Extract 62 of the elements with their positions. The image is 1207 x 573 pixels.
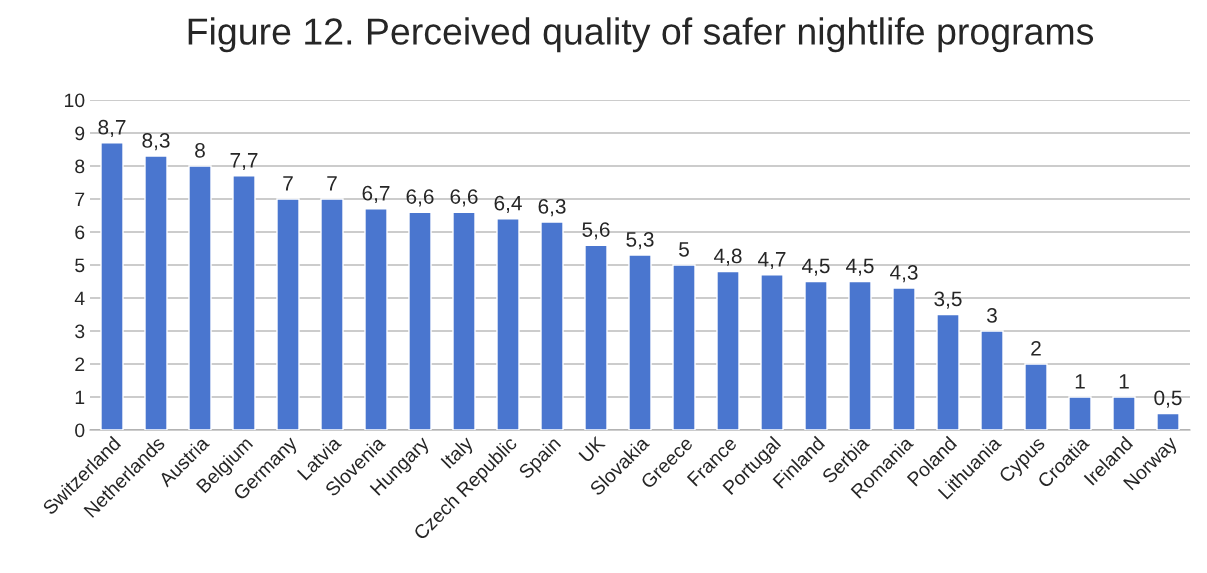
data-label: 5,3 [626, 232, 654, 250]
bar [188, 165, 212, 430]
y-tick-label: 2 [75, 357, 85, 372]
bar [1024, 363, 1048, 430]
data-label: 6,3 [538, 199, 566, 217]
data-label: 8 [195, 142, 205, 158]
data-label: 5,6 [582, 222, 610, 240]
bar [628, 254, 652, 430]
data-label: 4,8 [714, 248, 742, 266]
data-label: 6,7 [362, 185, 390, 204]
y-tick-label: 1 [75, 390, 85, 405]
bar [760, 274, 784, 430]
bar [1156, 412, 1180, 430]
bar [144, 155, 168, 430]
bar [1112, 396, 1136, 430]
data-label: 7 [327, 176, 337, 191]
data-label: 4,3 [890, 265, 918, 283]
data-label: 8,3 [142, 133, 170, 151]
y-tick-label: 3 [75, 324, 85, 339]
y-tick-label: 10 [65, 93, 85, 108]
bar [496, 218, 520, 430]
data-label: 3,5 [934, 291, 962, 309]
y-tick-label: 4 [74, 291, 85, 306]
bar [232, 175, 256, 430]
data-label: 6,4 [494, 195, 522, 213]
data-label: 5 [679, 242, 689, 257]
y-tick-label: 0 [75, 423, 85, 438]
y-tick-label: 7 [75, 192, 85, 207]
data-label: 4,5 [802, 258, 830, 276]
data-label: 7 [283, 176, 293, 191]
bar [584, 244, 608, 430]
data-label: 1 [1075, 374, 1085, 389]
bar [452, 211, 476, 430]
bar [716, 270, 740, 430]
data-label: 0,5 [1154, 390, 1182, 408]
bar [540, 221, 564, 430]
data-label: 8,7 [98, 119, 126, 138]
bar [848, 280, 872, 430]
bar [364, 208, 388, 430]
bar [892, 287, 916, 430]
y-tick-label: 6 [75, 225, 85, 240]
chart-title: Figure 12. Perceived quality of safer nightlife programs [188, 17, 1094, 53]
bar [320, 198, 344, 430]
data-label: 4,5 [846, 258, 874, 276]
bar [804, 280, 828, 430]
data-label: 6,6 [406, 189, 434, 207]
data-label: 7,7 [230, 153, 258, 171]
bar [672, 264, 696, 430]
bar [276, 198, 300, 430]
data-label: 1 [1119, 374, 1129, 389]
data-label: 6,6 [450, 189, 478, 207]
bar [408, 211, 432, 430]
bar [936, 313, 960, 430]
data-label: 4,7 [758, 252, 786, 270]
y-tick-label: 8 [75, 159, 85, 174]
bar [100, 142, 124, 430]
bar [980, 330, 1004, 430]
data-label: 2 [1031, 340, 1041, 356]
data-label: 3 [987, 307, 997, 323]
bar [1068, 396, 1092, 430]
y-tick-label: 9 [75, 126, 85, 141]
y-tick-label: 5 [75, 258, 85, 273]
